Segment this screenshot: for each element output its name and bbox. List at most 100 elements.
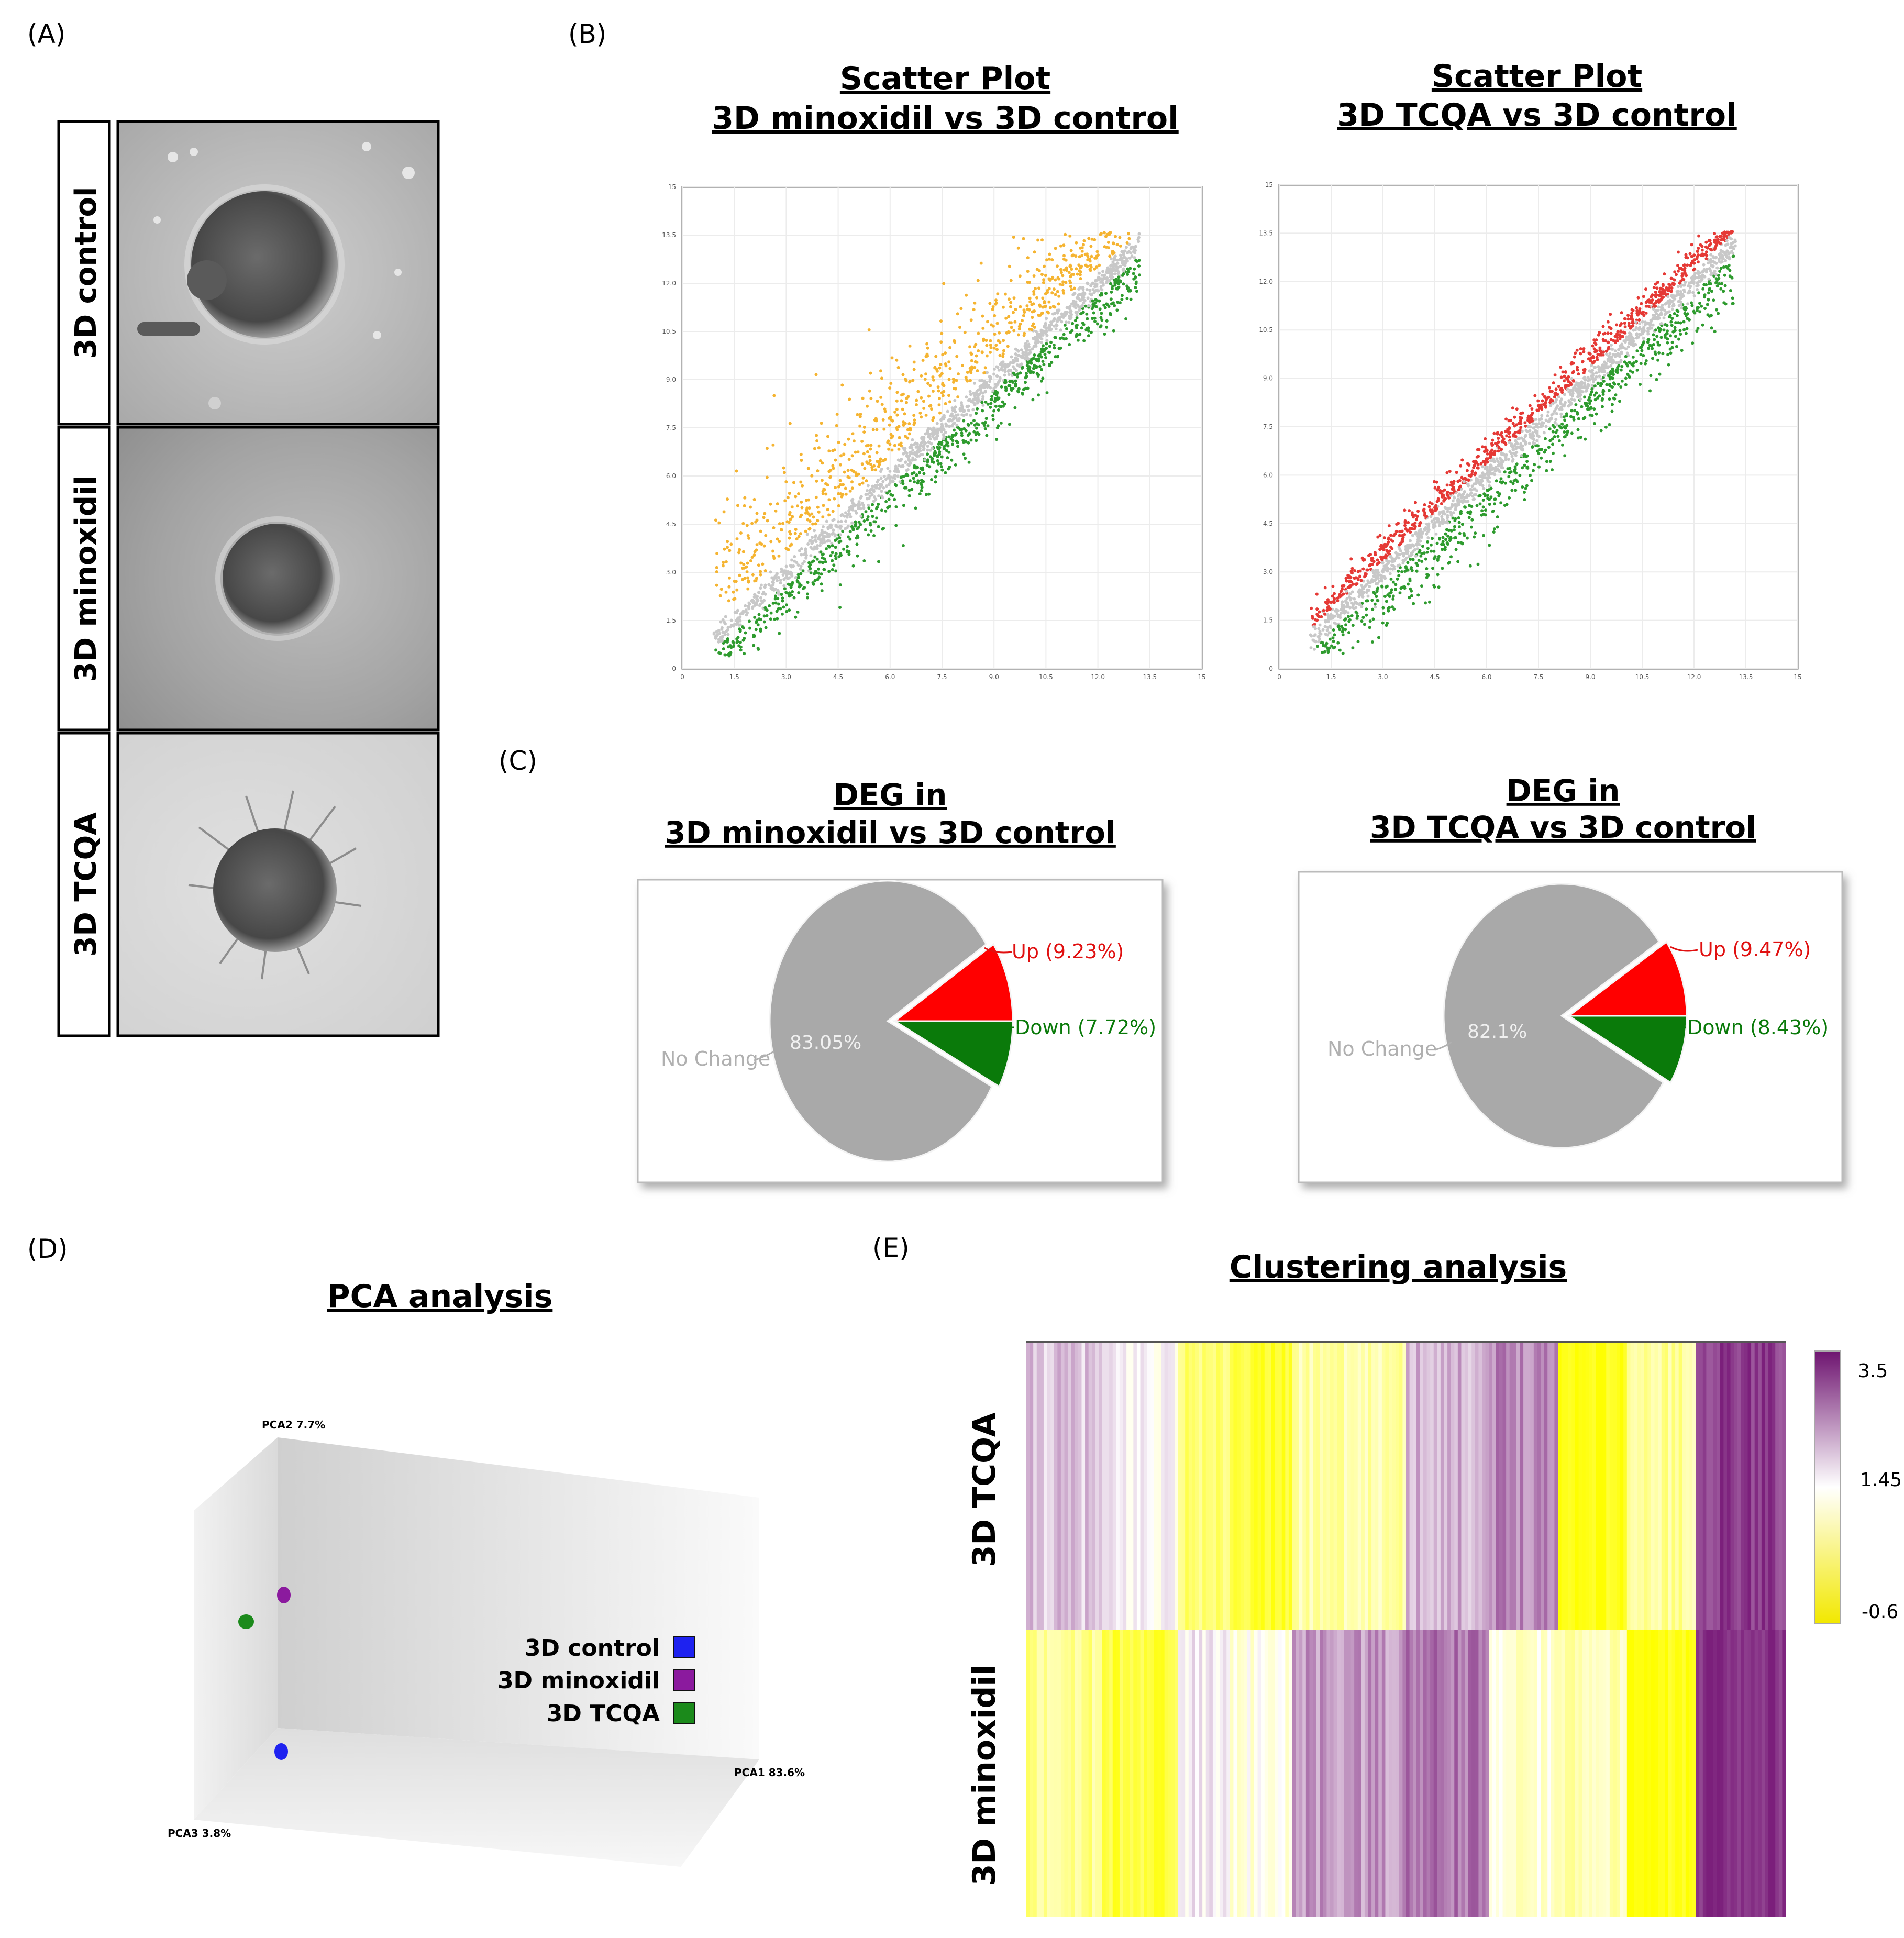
scatter-point-up xyxy=(940,391,944,395)
scatter-point-nochange xyxy=(879,484,882,488)
scatter-point-nochange xyxy=(1719,260,1723,264)
scatter-point-down xyxy=(732,641,736,645)
scatter-point-down xyxy=(1068,342,1071,346)
scatter-point-down xyxy=(1384,585,1388,589)
scatter-point-down xyxy=(964,457,967,460)
scatter-point-nochange xyxy=(872,500,876,503)
scatter-point-down xyxy=(820,582,823,586)
scatter-point-nochange xyxy=(1101,270,1105,273)
scatter-point-up xyxy=(1007,297,1011,301)
scatter-point-up xyxy=(1579,352,1582,356)
scatter-point-down xyxy=(975,412,978,415)
scatter-point-up xyxy=(1709,242,1712,246)
scatter-point-down xyxy=(1076,333,1079,337)
scatter-point-down xyxy=(824,560,827,563)
scatter-point-nochange xyxy=(838,533,842,537)
scatter-point-nochange xyxy=(771,583,775,586)
scatter-point-down xyxy=(847,550,851,553)
scatter-point-down xyxy=(962,419,966,423)
scatter-point-up xyxy=(743,496,747,500)
scatter-point-up xyxy=(966,371,969,374)
scatter-point-down xyxy=(1396,577,1399,581)
scatter-point-up xyxy=(739,531,743,535)
scatter-point-up xyxy=(889,433,893,436)
scatter-point-nochange xyxy=(1729,246,1732,249)
scatter-point-up xyxy=(1332,600,1335,603)
scatter-point-down xyxy=(1105,325,1109,329)
scatter-point-up xyxy=(1336,599,1340,603)
scatter-point-down xyxy=(1467,516,1471,519)
scatter-point-nochange xyxy=(1721,257,1725,260)
scatter-point-nochange xyxy=(981,397,984,401)
scatter-point-up xyxy=(926,382,930,385)
scatter-point-nochange xyxy=(1508,450,1512,453)
scatter-point-nochange xyxy=(1670,300,1674,304)
scatter-point-down xyxy=(1391,580,1395,584)
scatter-point-up xyxy=(1090,237,1094,241)
scatter-point-down xyxy=(1551,468,1554,472)
scatter-point-up xyxy=(1476,448,1479,451)
scatter-point-down xyxy=(752,633,756,637)
scatter-point-down xyxy=(1125,297,1129,300)
scatter-point-nochange xyxy=(739,612,743,616)
scatter-point-down xyxy=(1420,551,1424,555)
scatter-point-up xyxy=(814,495,818,499)
scatter-point-down xyxy=(762,620,766,624)
scatter-point-down xyxy=(838,583,842,586)
scatter-point-down xyxy=(871,515,874,518)
scatter-point-down xyxy=(1044,356,1048,359)
scatter-point-nochange xyxy=(1646,332,1650,336)
scatter-point-nochange xyxy=(1643,320,1647,324)
scatter-point-down xyxy=(1488,503,1491,506)
scatter-point-up xyxy=(916,390,920,393)
scatter-point-nochange xyxy=(1007,373,1011,376)
scatter-point-down xyxy=(831,551,834,555)
scatter-point-up xyxy=(765,475,769,479)
scatter-point-nochange xyxy=(712,631,716,635)
scatter-point-nochange xyxy=(1489,464,1493,468)
scatter-point-up xyxy=(948,346,952,349)
scatter-point-down xyxy=(1492,530,1496,534)
scatter-point-nochange xyxy=(825,539,829,543)
scatter-point-down xyxy=(1545,460,1548,463)
scatter-point-down xyxy=(1715,281,1719,284)
scatter-point-up xyxy=(1102,231,1106,235)
scatter-point-up xyxy=(1536,399,1540,403)
scatter-point-nochange xyxy=(989,386,992,390)
scatter-point-nochange xyxy=(1470,484,1474,488)
scatter-point-up xyxy=(1541,392,1545,396)
scatter-point-up xyxy=(866,404,869,408)
scatter-point-down xyxy=(1411,558,1415,561)
scatter-point-nochange xyxy=(780,567,783,571)
scatter-point-nochange xyxy=(1116,261,1120,265)
scatter-point-up xyxy=(1423,503,1426,506)
panel-b: (B) Scatter Plot 3D minoxidil vs 3D cont… xyxy=(568,19,1802,681)
scatter-point-nochange xyxy=(1414,532,1418,536)
scatter-point-up xyxy=(1467,473,1471,477)
scatter-point-nochange xyxy=(1122,253,1125,257)
scatter-point-nochange xyxy=(1641,320,1644,324)
scatter-point-down xyxy=(1583,416,1587,419)
scatter-point-nochange xyxy=(1089,284,1092,287)
scatter-point-up xyxy=(889,415,892,419)
scatter-point-down xyxy=(884,509,888,513)
scatter-point-down xyxy=(1729,289,1732,292)
scatter-point-up xyxy=(877,464,880,468)
scatter-point-down xyxy=(1126,267,1130,271)
scatter-point-up xyxy=(781,522,784,525)
scatter-point-nochange xyxy=(1597,370,1601,374)
scatter-point-nochange xyxy=(779,579,782,582)
scatter-point-up xyxy=(735,588,739,592)
scatter-point-nochange xyxy=(1028,351,1032,355)
scatter-point-down xyxy=(739,648,743,652)
scatter-point-nochange xyxy=(1491,457,1495,461)
scatter-point-down xyxy=(951,442,954,446)
scatter-point-up xyxy=(1003,292,1007,296)
scatter-point-nochange xyxy=(1394,551,1398,555)
scatter-point-down xyxy=(945,449,948,452)
scatter-point-up xyxy=(948,367,952,370)
scatter-point-down xyxy=(1363,623,1366,626)
scatter-point-nochange xyxy=(870,488,873,491)
scatter-point-down xyxy=(1675,345,1678,348)
scatter-point-down xyxy=(954,463,957,467)
